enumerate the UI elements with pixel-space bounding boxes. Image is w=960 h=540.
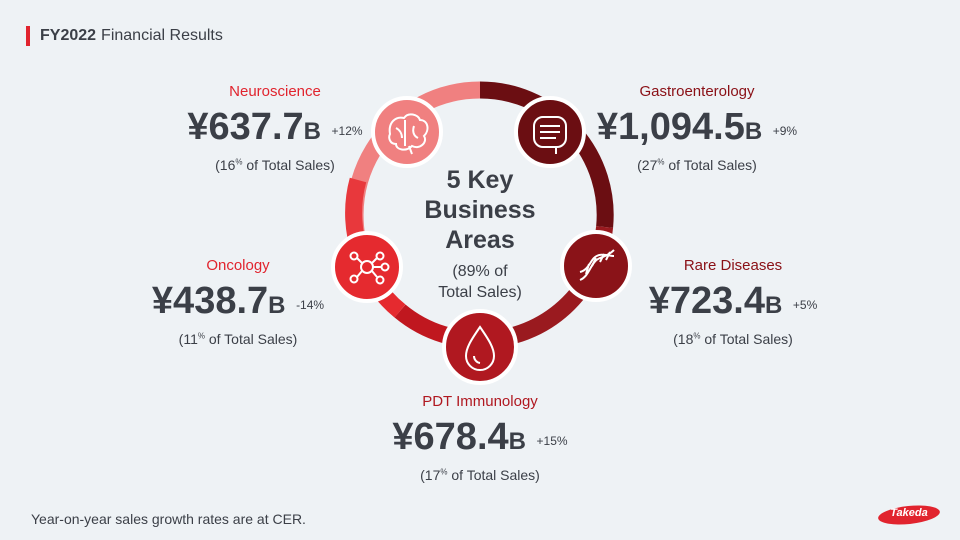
sales-value: ¥438.7 — [151, 280, 269, 322]
sales-unit: B — [744, 118, 763, 145]
area-name: Oncology — [206, 257, 270, 274]
share-number: (27 — [637, 157, 658, 173]
footnote: Year-on-year sales growth rates are at C… — [31, 511, 306, 527]
blood-drop-icon — [442, 309, 518, 385]
share-text: of Total Sales) — [204, 331, 298, 347]
area-share: (27% of Total Sales) — [567, 157, 827, 173]
slide-header: FY2022 Financial Results — [26, 25, 223, 47]
area-share: (18% of Total Sales) — [603, 331, 863, 347]
share-number: (18 — [673, 331, 694, 347]
area-sales: ¥438.7B -14% — [108, 279, 368, 328]
area-sales: ¥723.4B +5% — [603, 279, 863, 328]
area-name: Neuroscience — [229, 83, 321, 100]
center-label: 5 Key Business Areas (89% of Total Sales… — [400, 165, 560, 303]
share-number: (16 — [215, 157, 236, 173]
sales-value: ¥1,094.5 — [596, 106, 745, 148]
growth-rate: +9% — [772, 124, 798, 138]
growth-rate: +12% — [331, 124, 363, 138]
growth-rate: -14% — [296, 298, 325, 312]
share-number: (17 — [420, 467, 441, 483]
center-title: 5 Key Business Areas — [424, 166, 536, 254]
area-sales: ¥1,094.5B +9% — [567, 105, 827, 154]
header-year: FY2022 — [40, 27, 97, 44]
area-share: (16% of Total Sales) — [145, 157, 405, 173]
share-percent: % — [235, 157, 243, 167]
share-percent: % — [197, 331, 205, 341]
share-number: (11 — [178, 331, 198, 347]
sales-unit: B — [303, 118, 321, 145]
area-neuroscience: Neuroscience ¥637.7B +12% (16% of Total … — [145, 83, 405, 173]
logo-text: Takeda — [890, 507, 928, 519]
growth-rate: +15% — [536, 434, 568, 448]
area-oncology: Oncology ¥438.7B -14% (11% of Total Sale… — [108, 257, 368, 347]
share-text: of Total Sales) — [447, 467, 540, 483]
sales-unit: B — [508, 428, 526, 455]
area-rare-diseases: Rare Diseases ¥723.4B +5% (18% of Total … — [603, 257, 863, 347]
intestine-icon — [514, 96, 586, 168]
molecule-icon — [331, 231, 403, 303]
sales-value: ¥637.7 — [187, 106, 304, 148]
share-text: of Total Sales) — [700, 331, 793, 347]
share-percent: % — [693, 331, 701, 341]
header-title: Financial Results — [101, 27, 223, 44]
area-share: (11% of Total Sales) — [108, 331, 368, 347]
share-text: of Total Sales) — [664, 157, 757, 173]
area-name: PDT Immunology — [422, 393, 538, 410]
dna-icon — [560, 230, 632, 302]
share-percent: % — [440, 467, 448, 477]
area-gastroenterology: Gastroenterology ¥1,094.5B +9% (27% of T… — [567, 83, 827, 173]
center-subtitle: (89% of Total Sales) — [438, 263, 522, 301]
brain-icon — [371, 96, 443, 168]
sales-unit: B — [764, 292, 783, 319]
logo-shape — [878, 505, 940, 525]
area-sales: ¥637.7B +12% — [145, 105, 405, 154]
takeda-logo: Takeda — [876, 503, 942, 527]
sales-unit: B — [268, 292, 286, 319]
share-percent: % — [657, 157, 665, 167]
area-name: Rare Diseases — [683, 257, 783, 274]
sales-value: ¥678.4 — [392, 416, 509, 458]
header-accent-bar — [26, 26, 30, 46]
area-name: Gastroenterology — [639, 83, 755, 100]
share-text: of Total Sales) — [242, 157, 335, 173]
sales-value: ¥723.4 — [648, 280, 765, 322]
growth-rate: +5% — [792, 298, 818, 312]
area-pdt-immunology: PDT Immunology ¥678.4B +15% (17% of Tota… — [350, 393, 610, 483]
area-sales: ¥678.4B +15% — [350, 415, 610, 464]
area-share: (17% of Total Sales) — [350, 467, 610, 483]
